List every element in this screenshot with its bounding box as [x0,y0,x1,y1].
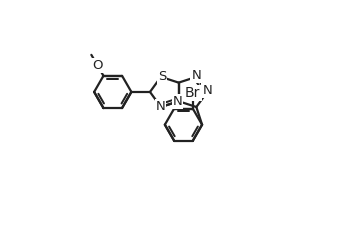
Text: S: S [158,70,166,83]
Text: Br: Br [185,86,201,100]
Text: N: N [173,95,182,108]
Text: N: N [155,101,165,114]
Text: N: N [191,69,201,82]
Text: O: O [92,59,103,72]
Text: N: N [202,84,212,97]
